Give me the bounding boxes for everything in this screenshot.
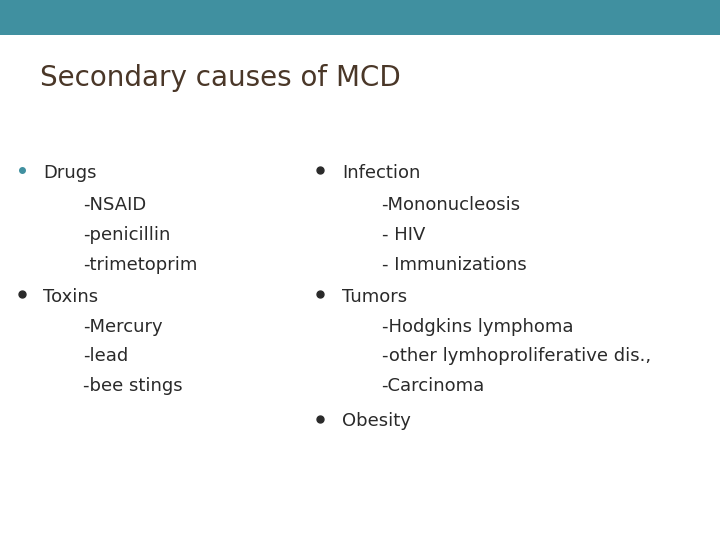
Text: Drugs: Drugs	[43, 164, 96, 182]
Text: -other lymhoproliferative dis.,: -other lymhoproliferative dis.,	[382, 347, 651, 366]
Text: Tumors: Tumors	[342, 288, 407, 306]
Text: -Mercury: -Mercury	[83, 318, 163, 336]
Text: -Carcinoma: -Carcinoma	[382, 377, 485, 395]
Text: -Mononucleosis: -Mononucleosis	[382, 196, 521, 214]
Bar	[0, 0, 720, 35]
Text: - HIV: - HIV	[382, 226, 425, 244]
Text: Toxins: Toxins	[43, 288, 99, 306]
Text: Obesity: Obesity	[342, 412, 411, 430]
Text: -lead: -lead	[83, 347, 128, 366]
Text: -bee stings: -bee stings	[83, 377, 182, 395]
Text: -penicillin: -penicillin	[83, 226, 170, 244]
Text: -trimetoprim: -trimetoprim	[83, 255, 197, 274]
Text: -Hodgkins lymphoma: -Hodgkins lymphoma	[382, 318, 573, 336]
Text: - Immunizations: - Immunizations	[382, 255, 526, 274]
Text: -NSAID: -NSAID	[83, 196, 146, 214]
Text: Secondary causes of MCD: Secondary causes of MCD	[40, 64, 400, 92]
Text: Infection: Infection	[342, 164, 420, 182]
